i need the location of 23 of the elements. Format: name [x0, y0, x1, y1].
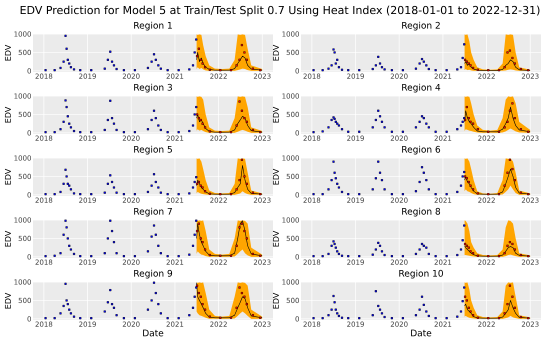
y-axis-title: EDV — [272, 106, 279, 122]
y-axis-title: EDV — [4, 230, 11, 246]
chart-title: Region 6 — [402, 146, 440, 154]
chart-title: Region 8 — [402, 208, 440, 216]
text: EDV Prediction for Model 5 at Train/Test Split 0.7 Using Heat Index (2018-01-01 to 2022-12-31) — [20, 6, 540, 16]
chart-title: Region 4 — [402, 84, 440, 92]
chart-title: Region 3 — [134, 84, 172, 92]
chart-title: Region 5 — [134, 146, 172, 154]
y-axis-title: EDV — [272, 168, 279, 184]
chart-title: Region 1 — [134, 22, 172, 30]
chart-title: Region 9 — [134, 270, 172, 278]
x-axis-title: Date — [143, 330, 164, 336]
chart-title: Region 2 — [402, 22, 440, 30]
chart-title: Region 10 — [399, 270, 443, 278]
chart-title: Region 7 — [134, 208, 172, 216]
y-axis-title: EDV — [4, 106, 11, 122]
y-axis-title: EDV — [272, 230, 279, 246]
y-axis-title: EDV — [4, 292, 11, 308]
y-axis-title: EDV — [4, 44, 11, 60]
x-axis-title: Date — [411, 330, 432, 336]
y-axis-title: EDV — [272, 292, 279, 308]
y-axis-title: EDV — [272, 44, 279, 60]
y-axis-title: EDV — [4, 168, 11, 184]
